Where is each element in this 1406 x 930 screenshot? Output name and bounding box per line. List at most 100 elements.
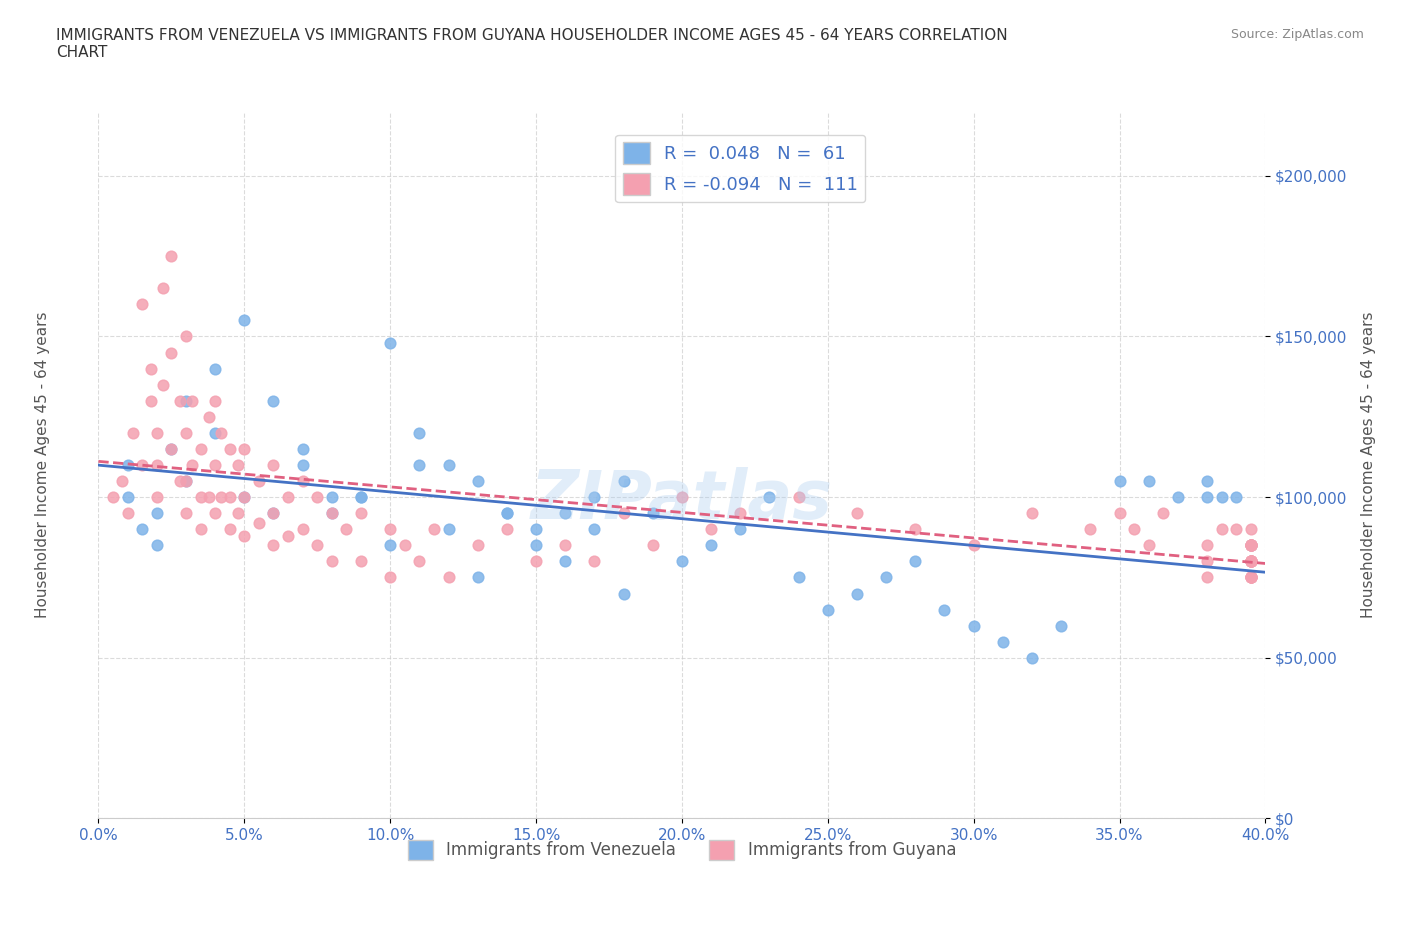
Point: [700, 538, 723, 552]
Point: [583, 554, 606, 569]
Point: [554, 554, 576, 569]
Point: [1021, 650, 1043, 665]
Point: [408, 458, 430, 472]
Point: [1240, 570, 1263, 585]
Point: [1050, 618, 1073, 633]
Point: [612, 506, 634, 521]
Point: [174, 329, 197, 344]
Point: [1211, 522, 1233, 537]
Point: [991, 634, 1014, 649]
Point: [1137, 538, 1160, 552]
Point: [1240, 538, 1263, 552]
Point: [169, 393, 191, 408]
Point: [1167, 490, 1189, 505]
Point: [180, 458, 202, 472]
Point: [1240, 538, 1263, 552]
Point: [160, 442, 183, 457]
Point: [228, 458, 250, 472]
Point: [204, 425, 226, 440]
Point: [875, 570, 897, 585]
Point: [904, 554, 927, 569]
Point: [730, 522, 752, 537]
Point: [1211, 490, 1233, 505]
Point: [423, 522, 446, 537]
Point: [139, 393, 162, 408]
Point: [408, 425, 430, 440]
Point: [467, 538, 489, 552]
Point: [1080, 522, 1102, 537]
Point: [962, 618, 984, 633]
Point: [1108, 473, 1130, 488]
Point: [247, 473, 270, 488]
Point: [204, 506, 226, 521]
Point: [612, 473, 634, 488]
Point: [787, 490, 810, 505]
Point: [152, 378, 174, 392]
Point: [117, 458, 139, 472]
Point: [335, 522, 357, 537]
Point: [233, 442, 256, 457]
Point: [758, 490, 780, 505]
Point: [233, 490, 256, 505]
Point: [554, 538, 576, 552]
Point: [262, 506, 284, 521]
Text: Source: ZipAtlas.com: Source: ZipAtlas.com: [1230, 28, 1364, 41]
Point: [122, 425, 145, 440]
Point: [291, 442, 314, 457]
Point: [1152, 506, 1174, 521]
Point: [1240, 538, 1263, 552]
Point: [1240, 554, 1263, 569]
Point: [117, 490, 139, 505]
Point: [1240, 570, 1263, 585]
Point: [437, 458, 460, 472]
Point: [1240, 570, 1263, 585]
Point: [1240, 570, 1263, 585]
Point: [380, 336, 402, 351]
Point: [380, 522, 402, 537]
Text: Householder Income Ages 45 - 64 years: Householder Income Ages 45 - 64 years: [35, 312, 49, 618]
Point: [350, 490, 373, 505]
Point: [262, 393, 284, 408]
Point: [307, 538, 329, 552]
Point: [467, 570, 489, 585]
Point: [1240, 554, 1263, 569]
Point: [131, 522, 153, 537]
Point: [190, 522, 212, 537]
Point: [787, 570, 810, 585]
Point: [291, 522, 314, 537]
Point: [496, 506, 519, 521]
Point: [408, 554, 430, 569]
Point: [218, 522, 240, 537]
Point: [117, 506, 139, 521]
Point: [1240, 570, 1263, 585]
Point: [1240, 570, 1263, 585]
Point: [1240, 554, 1263, 569]
Point: [152, 281, 174, 296]
Point: [321, 554, 343, 569]
Point: [321, 506, 343, 521]
Text: ZIPatlas: ZIPatlas: [531, 468, 832, 533]
Point: [1225, 490, 1247, 505]
Point: [146, 538, 169, 552]
Point: [1240, 554, 1263, 569]
Point: [174, 506, 197, 521]
Point: [291, 473, 314, 488]
Point: [583, 522, 606, 537]
Point: [233, 490, 256, 505]
Point: [209, 425, 232, 440]
Point: [1240, 522, 1263, 537]
Point: [1021, 506, 1043, 521]
Point: [228, 506, 250, 521]
Legend: Immigrants from Venezuela, Immigrants from Guyana: Immigrants from Venezuela, Immigrants fr…: [401, 833, 963, 867]
Point: [198, 409, 221, 424]
Point: [496, 522, 519, 537]
Point: [131, 297, 153, 312]
Point: [218, 442, 240, 457]
Point: [583, 490, 606, 505]
Point: [524, 522, 547, 537]
Point: [962, 538, 984, 552]
Point: [174, 393, 197, 408]
Point: [146, 506, 169, 521]
Point: [277, 528, 299, 543]
Text: IMMIGRANTS FROM VENEZUELA VS IMMIGRANTS FROM GUYANA HOUSEHOLDER INCOME AGES 45 -: IMMIGRANTS FROM VENEZUELA VS IMMIGRANTS …: [56, 28, 1008, 60]
